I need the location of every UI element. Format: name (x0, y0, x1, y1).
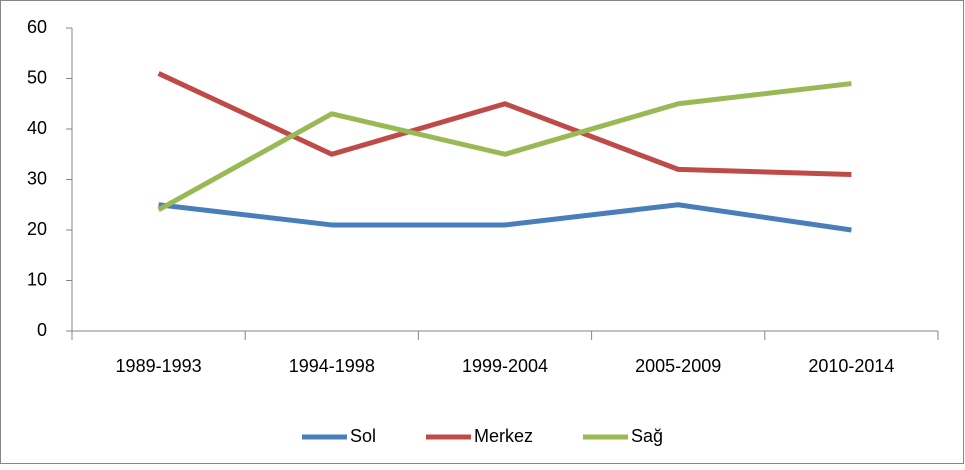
series-line (157, 71, 852, 177)
x-tick-label: 2005-2009 (635, 356, 721, 376)
legend-label: Merkez (474, 426, 533, 446)
series-line (158, 202, 852, 233)
x-tick-label: 1994-1998 (289, 356, 375, 376)
x-tick-label: 1989-1993 (116, 356, 202, 376)
y-tick-label: 0 (37, 320, 47, 340)
y-tick-label: 10 (27, 269, 47, 289)
x-tick-label: 1999-2004 (462, 356, 548, 376)
x-tick-label: 2010-2014 (808, 356, 894, 376)
y-tick-label: 40 (27, 118, 47, 138)
y-tick-label: 50 (27, 67, 47, 87)
y-tick-label: 30 (27, 168, 47, 188)
legend-label: Sağ (631, 426, 663, 446)
series-line (157, 81, 852, 212)
y-tick-label: 20 (27, 219, 47, 239)
y-tick-label: 60 (27, 17, 47, 37)
legend-label: Sol (350, 426, 376, 446)
